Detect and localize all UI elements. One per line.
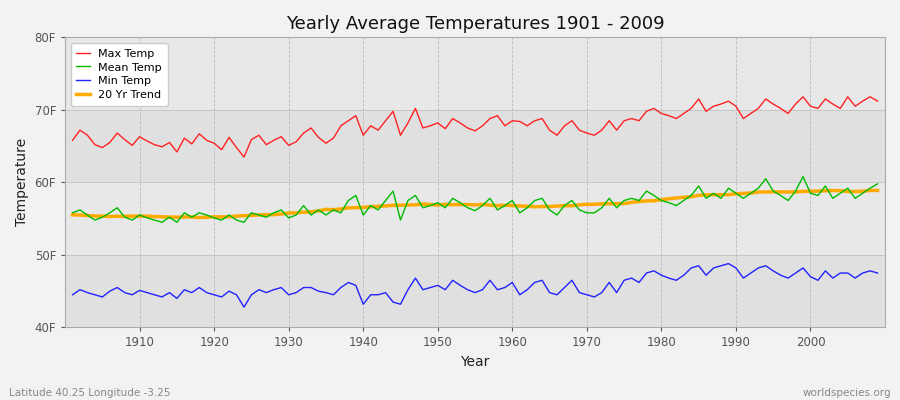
Mean Temp [507, 198, 517, 203]
20 Yr Trend [127, 214, 138, 218]
Max Temp [343, 118, 354, 123]
Bar [65, 255, 885, 328]
Line: Min Temp: Min Temp [73, 264, 878, 307]
Mean Temp [298, 203, 309, 208]
Min Temp [507, 280, 517, 285]
Max Temp [298, 131, 309, 136]
Mean Temp [68, 210, 78, 215]
Max Temp [872, 99, 883, 104]
Max Temp [604, 118, 615, 123]
X-axis label: Year: Year [461, 355, 490, 369]
Mean Temp [872, 182, 883, 186]
Min Temp [604, 280, 615, 285]
Max Temp [127, 143, 138, 148]
Bar [65, 110, 885, 182]
20 Yr Trend [872, 188, 883, 193]
Text: Latitude 40.25 Longitude -3.25: Latitude 40.25 Longitude -3.25 [9, 388, 170, 398]
20 Yr Trend [515, 204, 526, 208]
Title: Yearly Average Temperatures 1901 - 2009: Yearly Average Temperatures 1901 - 2009 [285, 15, 664, 33]
Line: 20 Yr Trend: 20 Yr Trend [73, 190, 878, 218]
Line: Mean Temp: Mean Temp [73, 176, 878, 222]
Min Temp [723, 261, 734, 266]
Mean Temp [157, 220, 167, 225]
20 Yr Trend [68, 212, 78, 217]
Max Temp [507, 118, 517, 123]
Min Temp [515, 292, 526, 297]
Mean Temp [797, 174, 808, 179]
Min Temp [127, 292, 138, 297]
Max Temp [238, 154, 249, 159]
Mean Temp [604, 196, 615, 201]
20 Yr Trend [343, 206, 354, 210]
Min Temp [298, 285, 309, 290]
Min Temp [238, 305, 249, 310]
20 Yr Trend [604, 201, 615, 206]
Mean Temp [127, 218, 138, 222]
Min Temp [68, 292, 78, 297]
Bar [65, 37, 885, 110]
Mean Temp [343, 198, 354, 203]
20 Yr Trend [194, 215, 204, 220]
Min Temp [872, 271, 883, 276]
Mean Temp [515, 210, 526, 215]
Bar [65, 182, 885, 255]
20 Yr Trend [298, 210, 309, 214]
Line: Max Temp: Max Temp [73, 97, 878, 157]
Y-axis label: Temperature: Temperature [15, 138, 29, 226]
Text: worldspecies.org: worldspecies.org [803, 388, 891, 398]
Legend: Max Temp, Mean Temp, Min Temp, 20 Yr Trend: Max Temp, Mean Temp, Min Temp, 20 Yr Tre… [70, 43, 167, 106]
Max Temp [68, 138, 78, 143]
20 Yr Trend [507, 203, 517, 208]
Min Temp [343, 280, 354, 285]
Max Temp [797, 94, 808, 99]
Max Temp [515, 119, 526, 124]
